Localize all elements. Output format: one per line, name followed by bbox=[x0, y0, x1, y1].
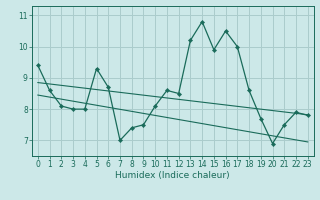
X-axis label: Humidex (Indice chaleur): Humidex (Indice chaleur) bbox=[116, 171, 230, 180]
